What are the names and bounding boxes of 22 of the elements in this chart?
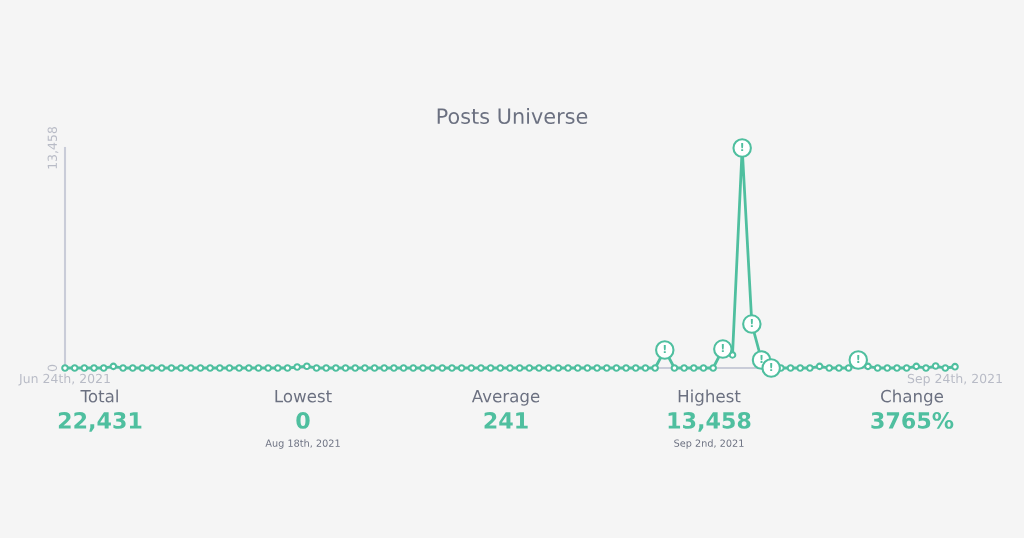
text: 22,431 — [58, 412, 142, 432]
category-label: Highest — [678, 389, 741, 406]
annotation: ! — [721, 344, 724, 353]
x-tick-label: Sep 24th, 2021 — [907, 373, 1002, 386]
annotation: ! — [663, 344, 666, 354]
text: Aug 18th, 2021 — [265, 439, 340, 449]
category-label: Total — [80, 389, 118, 403]
x-tick-label: Jun 24th, 2021 — [18, 373, 110, 386]
category-label: Lowest — [275, 390, 332, 403]
annotation: ! — [760, 354, 763, 364]
annotation: ! — [857, 354, 860, 364]
text: Sep 2nd, 2021 — [674, 439, 744, 449]
annotation: ! — [741, 142, 744, 152]
category-label: Average — [471, 390, 540, 406]
text: 13,458 — [668, 412, 751, 432]
category-label: Change — [881, 389, 944, 406]
text: 3765% — [871, 412, 954, 429]
chart-title: Posts Universe — [437, 107, 588, 125]
annotation: ! — [770, 362, 773, 372]
text: 241 — [484, 412, 528, 429]
text: 0 — [296, 412, 310, 429]
annotation: ! — [750, 318, 753, 328]
